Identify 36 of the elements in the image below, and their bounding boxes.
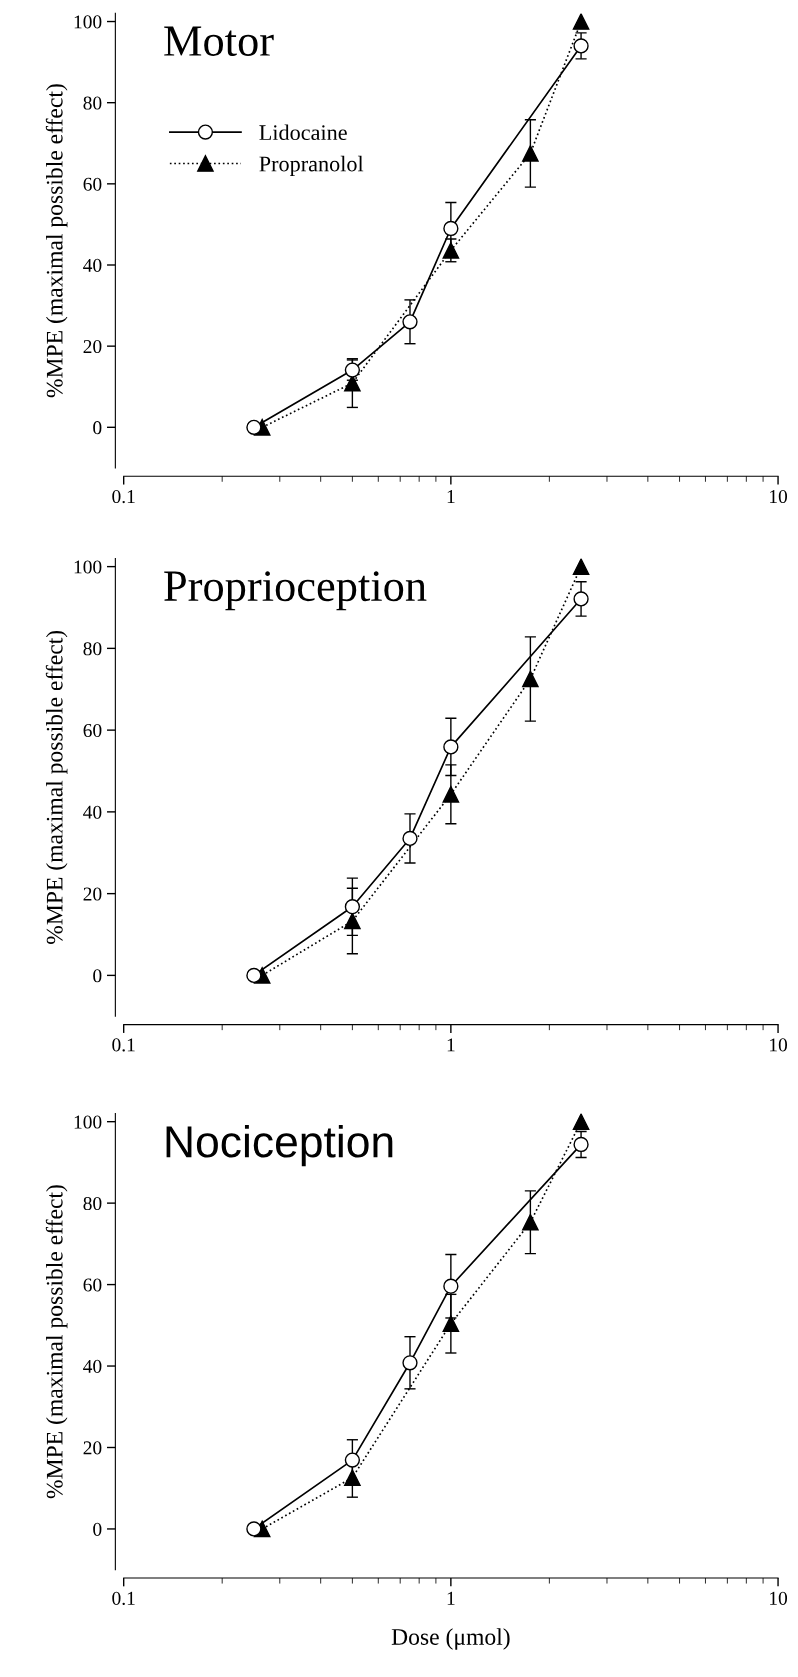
y-tick-label: 40 xyxy=(83,805,102,819)
x-tick-label: 10 xyxy=(770,1591,788,1605)
y-axis-title: %MPE (maximal possible effect) xyxy=(45,630,68,945)
y-tick-label: 100 xyxy=(74,1115,102,1129)
y-tick-label: 80 xyxy=(83,96,102,110)
chart-title: Motor xyxy=(164,26,274,57)
y-tick-label: 20 xyxy=(83,887,102,901)
x-tick-label: 10 xyxy=(770,489,788,504)
y-tick-label: 40 xyxy=(83,258,102,272)
y-tick-label: 80 xyxy=(83,1196,102,1211)
x-tick-label: 10 xyxy=(770,1038,788,1052)
x-tick-label: 1 xyxy=(447,1591,455,1605)
y-axis-title: %MPE (maximal possible effect) xyxy=(45,1185,68,1499)
y-tick-label: 60 xyxy=(83,177,102,191)
y-tick-label: 100 xyxy=(74,560,102,574)
legend-label: Propranolol xyxy=(259,155,364,176)
y-axis-title: %MPE (maximal possible effect) xyxy=(45,84,68,398)
y-tick-label: 20 xyxy=(83,1441,102,1455)
x-tick-label: 1 xyxy=(447,490,455,503)
chart-title: Proprioception xyxy=(164,571,427,611)
x-axis-title: Dose (μmol) xyxy=(391,1628,510,1650)
y-tick-label: 100 xyxy=(74,15,102,29)
x-tick-label: 0.1 xyxy=(112,1038,135,1052)
y-tick-label: 0 xyxy=(93,421,102,435)
legend-label: Lidocaine xyxy=(259,124,347,141)
y-tick-label: 40 xyxy=(83,1359,102,1373)
y-tick-label: 60 xyxy=(83,723,102,738)
chart-title: Nociception xyxy=(166,1124,393,1167)
y-tick-label: 0 xyxy=(93,969,102,983)
x-tick-label: 0.1 xyxy=(112,1591,135,1605)
y-tick-label: 0 xyxy=(93,1522,102,1536)
y-tick-label: 20 xyxy=(83,339,102,354)
x-tick-label: 1 xyxy=(447,1038,455,1052)
x-tick-label: 0.1 xyxy=(112,489,135,504)
y-tick-label: 60 xyxy=(83,1278,102,1292)
y-tick-label: 80 xyxy=(83,642,102,656)
